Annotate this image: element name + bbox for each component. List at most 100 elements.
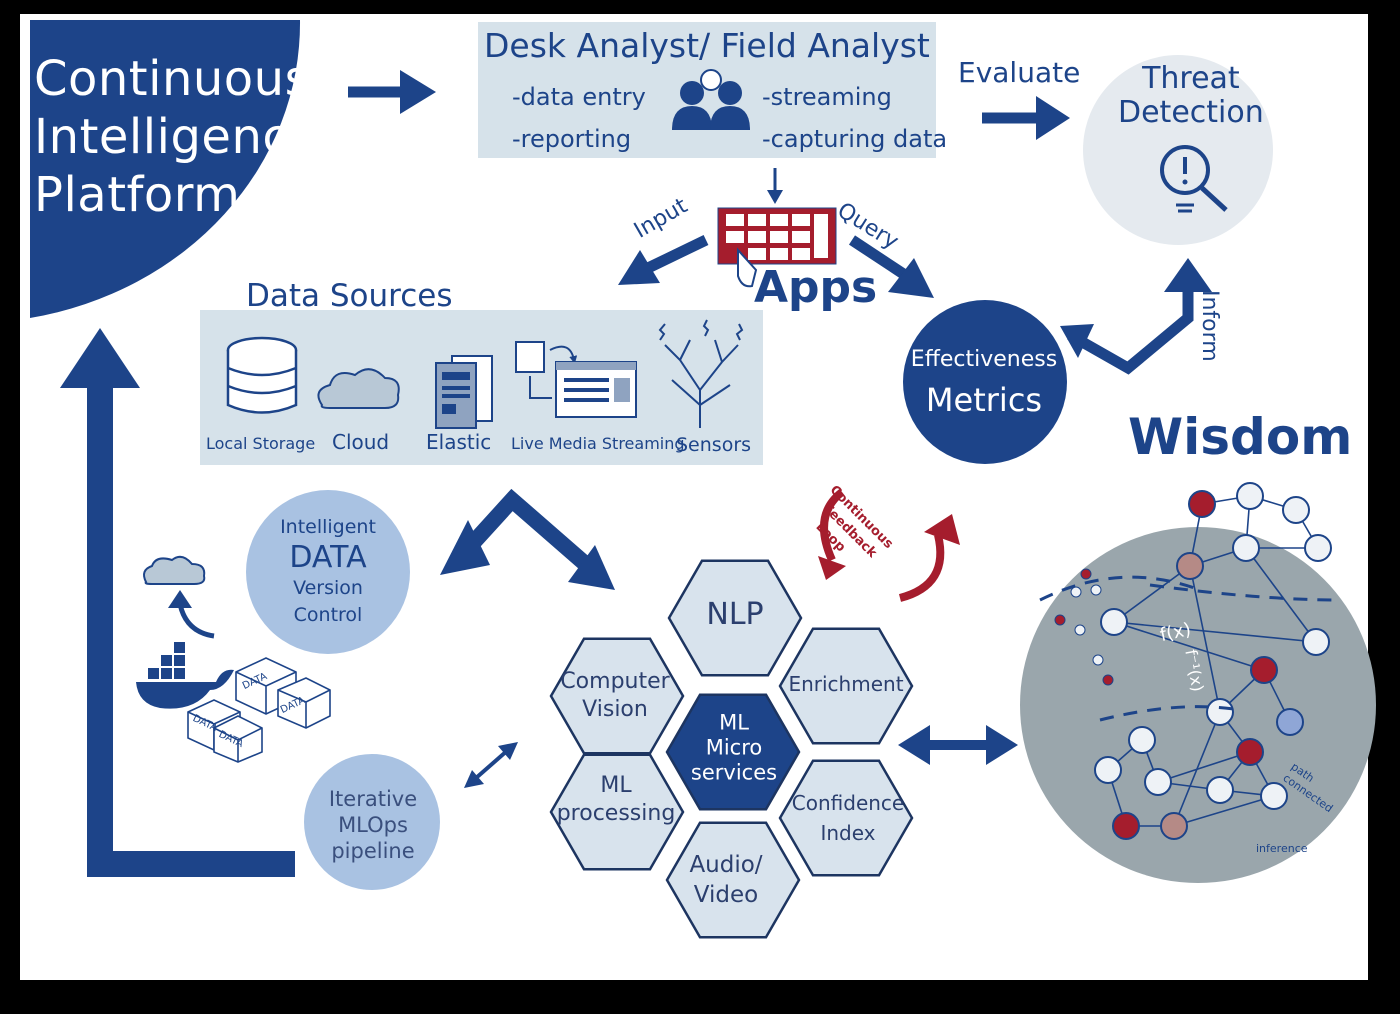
sensors-icon: [658, 319, 744, 428]
inform-arrow: [1060, 258, 1212, 375]
graph-mini-node: [1080, 568, 1092, 580]
graph-edge: [1113, 621, 1317, 643]
platform-title-line: Intelligence: [34, 109, 320, 165]
wisdom-inference-label: inference: [1256, 842, 1308, 855]
graph-node: [1304, 534, 1332, 562]
graph-node: [1232, 534, 1260, 562]
hex-enrichment-label: Enrichment: [788, 672, 904, 696]
docker-icon: [136, 642, 234, 709]
data-source-label: Elastic: [426, 430, 492, 454]
hex-confidence-label: Confidence Index: [791, 791, 905, 845]
wisdom-title: Wisdom: [1128, 408, 1353, 466]
apps-grid-icon: [717, 207, 837, 288]
hex-center: [665, 693, 801, 811]
data-source-label: Local Storage: [206, 434, 316, 453]
mlops-circle: [304, 754, 440, 890]
graph-mini-node: [1054, 614, 1066, 626]
hex-confidence: [778, 759, 914, 877]
hex-ml-processing-label: ML processing: [556, 773, 676, 826]
hex-ml-processing: [549, 753, 685, 871]
arrow-analyst-to-apps: [767, 168, 783, 204]
analyst-item: -streaming: [762, 83, 892, 111]
graph-node: [1260, 782, 1288, 810]
platform-title: Continuous Intelligence Platform: [34, 50, 319, 224]
graph-node: [1176, 552, 1204, 580]
mlops-title: Iterative MLOps pipeline: [318, 786, 428, 864]
cloud-icon: [317, 368, 400, 409]
metrics-title: Effectiveness Metrics: [904, 340, 1064, 420]
small-cloud-icon: [143, 555, 206, 585]
inform-label: Inform: [1197, 290, 1222, 362]
wisdom-circle: [1020, 527, 1376, 883]
hexagon-cluster: [549, 559, 914, 939]
metrics-title-line: Metrics: [925, 381, 1043, 419]
data-version-circle: [246, 490, 410, 654]
graph-node: [1276, 708, 1304, 736]
hex-computer-vision-label: Computer Vision: [560, 669, 670, 722]
live-media-icon: [515, 341, 637, 418]
input-arrow: [618, 235, 709, 285]
threat-title-line: Threat: [1142, 61, 1240, 96]
people-icon: [672, 69, 750, 130]
graph-mini-node: [1102, 674, 1114, 686]
ml-wisdom-arrow: [898, 725, 1018, 765]
graph-separator: [1099, 705, 1241, 722]
graph-mini-node: [1090, 584, 1102, 596]
data-source-label: Live Media Streaming: [511, 434, 685, 453]
graph-edge: [1189, 565, 1221, 713]
analyst-title: Desk Analyst/ Field Analyst: [484, 26, 930, 65]
data-source-label: Sensors: [676, 434, 752, 456]
apps-label: Apps: [754, 262, 878, 313]
evaluate-arrow: [982, 96, 1070, 140]
mlops-line: MLOps: [338, 813, 408, 837]
graph-separator: [1039, 575, 1201, 602]
graph-node: [1206, 776, 1234, 804]
hex-nlp-label: NLP: [706, 597, 764, 632]
mlops-line: pipeline: [331, 839, 415, 863]
graph-separator: [1149, 583, 1341, 602]
platform-shape: [30, 20, 301, 318]
analyst-item: -data entry: [512, 83, 646, 111]
hex-center-label: ML Micro services: [690, 710, 778, 785]
metrics-circle: [903, 300, 1067, 464]
curved-upload-arrow: [168, 590, 215, 639]
graph-edge: [1157, 751, 1251, 783]
magnifier-alert-icon: [1160, 145, 1228, 213]
graph-node: [1282, 496, 1310, 524]
graph-node: [1160, 812, 1188, 840]
graph-edge: [1173, 795, 1275, 827]
threat-title: Threat Detection: [1118, 62, 1264, 130]
graph-node: [1302, 628, 1330, 656]
analyst-right-list: -streaming -capturing data: [762, 76, 947, 160]
elastic-icon: [435, 355, 493, 429]
analyst-item: -capturing data: [762, 125, 948, 153]
analyst-item: -reporting: [512, 125, 632, 153]
data-version-line: Control: [293, 604, 363, 626]
data-boxes-icon: [187, 657, 331, 763]
graph-node: [1128, 726, 1156, 754]
graph-node: [1144, 768, 1172, 796]
graph-node: [1236, 738, 1264, 766]
knowledge-graph: [1039, 482, 1341, 840]
graph-mini-node: [1092, 654, 1104, 666]
graph-edge: [1113, 565, 1191, 623]
graph-node: [1112, 812, 1140, 840]
hex-audio-video: [665, 821, 801, 939]
arrow-to-analyst: [348, 70, 436, 114]
graph-node: [1236, 482, 1264, 510]
metrics-title-line: Effectiveness: [910, 347, 1058, 372]
hex-enrichment: [778, 627, 914, 745]
feedback-arrowhead-right: [924, 514, 960, 545]
hex-audio-video-label: Audio/ Video: [689, 852, 763, 908]
graph-mini-node: [1070, 586, 1082, 598]
database-icon: [226, 336, 298, 414]
graph-mini-node: [1074, 624, 1086, 636]
feedback-loop-arrows: [820, 488, 945, 602]
graph-node: [1206, 698, 1234, 726]
graph-node: [1094, 756, 1122, 784]
platform-return-arrow: [60, 328, 295, 877]
hex-computer-vision: [549, 637, 685, 755]
mlops-line: Iterative: [328, 787, 418, 811]
graph-node: [1250, 656, 1278, 684]
